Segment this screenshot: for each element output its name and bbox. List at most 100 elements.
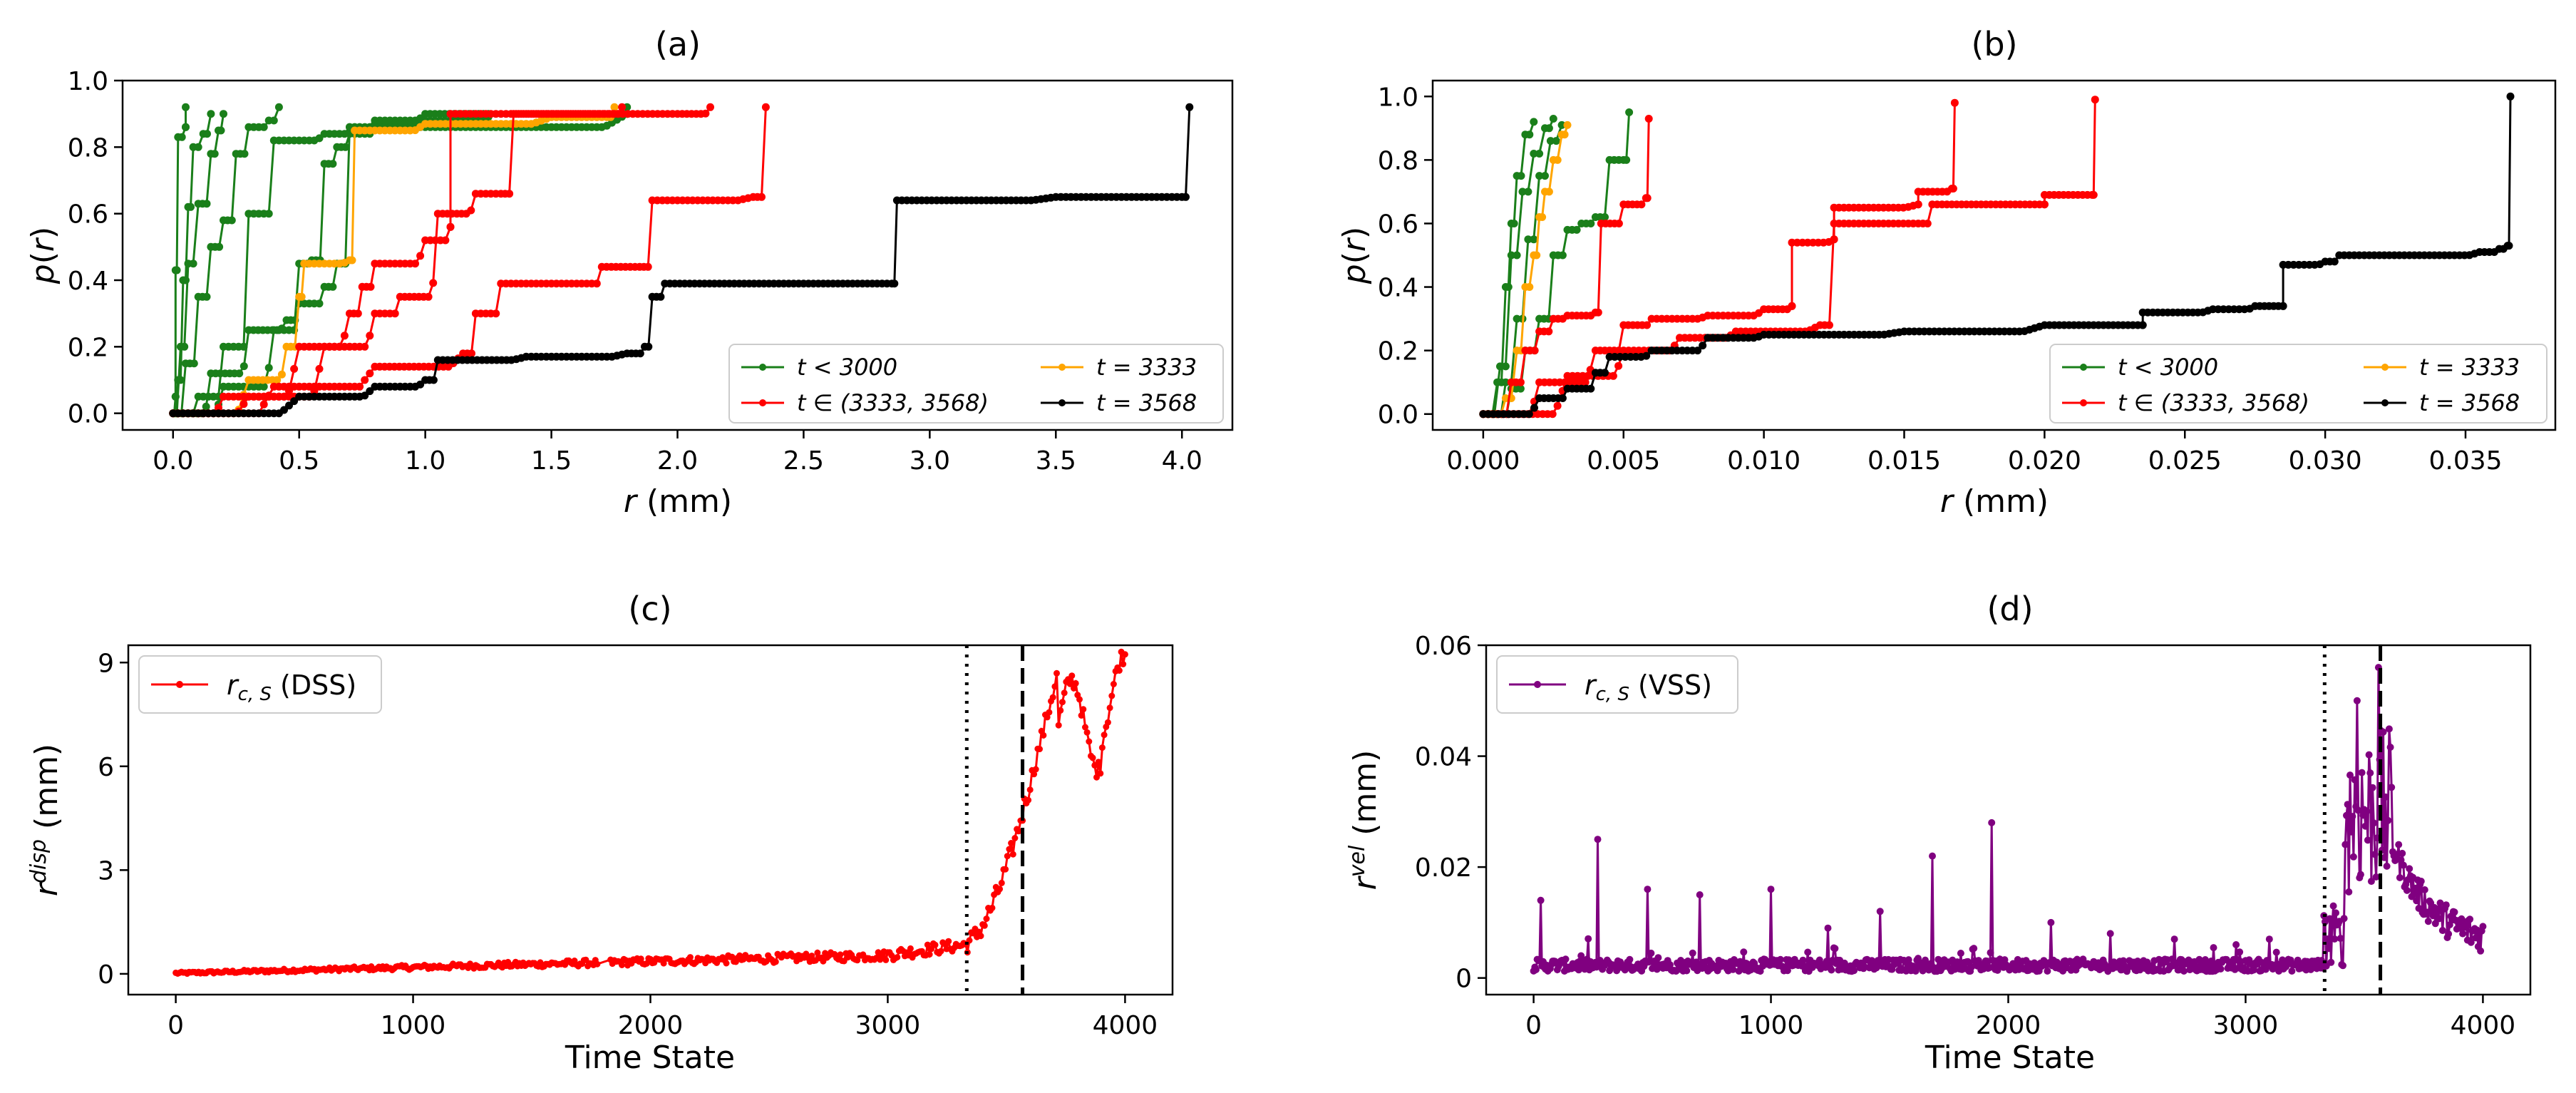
panel-a-legend-marker-0	[759, 364, 766, 371]
panel-d-series-0-point-771	[2445, 930, 2453, 938]
panel-a-series-10-point-65	[492, 309, 500, 318]
panel-b-series-3-point-26	[1601, 213, 1609, 221]
panel-d-series-0-point-81	[1626, 955, 1634, 963]
panel-b-xtick-label-1: 0.005	[1587, 446, 1660, 476]
panel-a-series-11-point-38	[361, 391, 369, 400]
panel-a-xlabel: r (mm)	[624, 483, 732, 520]
panel-b-series-3-point-17	[1558, 251, 1567, 260]
panel-d-legend-marker	[1534, 681, 1541, 688]
panel-b-series-6-point-63	[1788, 302, 1796, 310]
panel-d-series-0-point-743	[2411, 884, 2419, 892]
panel-a-series-2-point-5	[189, 260, 197, 268]
panel-d: (d) 0 1000 2000 3000 4000 0 0.02 0.04 0.06 Time …	[1345, 590, 2532, 1076]
panel-d-series-0-point-694	[2353, 697, 2361, 704]
panel-b-series-2-point-5	[1501, 378, 1510, 386]
panel-b-series-7-point-126	[2089, 190, 2098, 199]
panel-d-series-0-point-385	[1987, 949, 1994, 957]
panel-d-series-0-point-231	[1804, 948, 1812, 956]
panel-d-series-0-point-751	[2421, 886, 2428, 893]
panel-a-series-10-point-19	[264, 391, 273, 400]
panel-a-series-2-point-3	[180, 342, 189, 351]
panel-d-series-0-point-330	[1922, 956, 1929, 964]
panel-d-series-0-point-719	[2383, 862, 2391, 870]
panel-b-series-6-point-20	[1581, 378, 1590, 386]
panel-d-series-0-point-341	[1934, 955, 1942, 963]
panel-d-series-0-point-433	[2044, 968, 2051, 975]
panel-d-series-0-point-683	[2340, 915, 2348, 923]
panel-d-series-0-point-702	[2363, 807, 2371, 815]
panel-b-series-8-point-10	[1530, 404, 1538, 412]
panel-d-xtick-label-4: 4000	[2451, 1011, 2516, 1040]
panel-b-ytick-label-5: 1.0	[1378, 83, 1418, 112]
panel-b-series-5-point-8	[1516, 378, 1525, 386]
panel-c-series-0-point-491	[1116, 667, 1123, 674]
panel-d-series	[1530, 645, 2487, 995]
panel-d-series-0-point-105	[1654, 954, 1662, 962]
panel-c-series-0-point-462	[1061, 689, 1068, 697]
panel-b-xlabel-unit: (mm)	[1953, 483, 2049, 520]
panel-a-series-2-point-10	[210, 150, 219, 158]
panel-b-series-2-point-10	[1530, 235, 1538, 244]
panel-d-series-0-point-639	[2288, 968, 2296, 975]
panel-c-series-0-point-381	[907, 945, 914, 952]
panel-c-series-0-point-394	[932, 941, 939, 948]
panel-c-xtick-label-1: 1000	[381, 1011, 446, 1040]
panel-a-series-9-point-52	[429, 279, 438, 287]
panel-a-series-8-point-34	[340, 332, 349, 340]
panel-c-series-0-point-443	[1025, 796, 1032, 804]
panel-b-series-7-point-15	[1553, 401, 1562, 410]
panel-b-series-4-point-18	[1553, 155, 1562, 164]
panel-c-series-0-point-482	[1098, 744, 1106, 751]
panel-d-series-0-point-716	[2379, 728, 2387, 736]
panel-d-series-0-point-620	[2265, 935, 2273, 943]
panel-c-series-0-point-477	[1089, 754, 1096, 761]
panel-d-series-0-point-584	[2222, 955, 2230, 963]
panel-a-series-5-point-7	[202, 402, 210, 411]
panel-b-series-4-point-12	[1532, 251, 1541, 260]
panel-d-series-0-point-776	[2451, 908, 2458, 916]
panel-c-ylabel-unit: (mm)	[29, 744, 65, 839]
panel-c-legend-label: rc, S (DSS)	[227, 669, 356, 705]
panel-a-xtick-label-3: 1.5	[531, 446, 572, 476]
panel-c-series-0-point-222	[594, 960, 601, 968]
panel-a-series-7-point-38	[348, 256, 356, 265]
panel-d-series-0-point-730	[2396, 874, 2404, 881]
panel-b-series-8-point-133	[2138, 321, 2147, 329]
panel-b-series-0-point-6	[1504, 283, 1513, 291]
panel-d-series-0-point-764	[2436, 899, 2444, 907]
panel-c-series-0-point-310	[772, 958, 779, 965]
panel-b-ytick-label-3: 0.6	[1378, 210, 1418, 239]
panel-c-ylabel-base: r	[29, 881, 65, 896]
panel-d-series-0-point-687	[2345, 888, 2353, 896]
panel-d-series-0-point-336	[1929, 852, 1936, 860]
panel-d-series-0-point-754	[2424, 918, 2432, 925]
panel-b-series-1-point-5	[1507, 251, 1515, 260]
panel-a-xtick-label-8: 4.0	[1162, 446, 1202, 476]
panel-c-series-0-point-483	[1101, 732, 1108, 739]
panel-a-series-9-point-109	[706, 103, 714, 111]
panel-a-series-2-point-8	[202, 200, 211, 208]
panel-d-series-0-point-134	[1689, 949, 1696, 957]
panel-d-series-0-point-573	[2210, 944, 2217, 952]
panel-a-series-10-point-96	[644, 262, 652, 271]
panel-a-series-10-point-18	[259, 400, 268, 409]
panel-d-series-0-point-54	[1594, 836, 1602, 843]
panel-c-series-0-point-468	[1072, 679, 1079, 687]
panel-d-series-0-point-763	[2435, 915, 2443, 923]
panel-c-xtick-label-4: 4000	[1093, 1011, 1158, 1040]
panel-b-legend-item-3: t = 3568	[2364, 389, 2520, 416]
panel-d-series-0-point-208	[1776, 955, 1784, 963]
panel-c-series-0-point-434	[1008, 840, 1015, 846]
panel-a-series-9-point-44	[391, 309, 399, 318]
panel-d-series-0-point-360	[1957, 950, 1964, 957]
panel-a-series-11-point-206	[1182, 193, 1190, 201]
panel-a-ylabel-close: )	[25, 227, 61, 239]
panel-b-series-1-point-9	[1530, 150, 1538, 158]
panel-b-series-4-point-16	[1545, 188, 1553, 196]
panel-d-series-0-point-270	[1850, 967, 1858, 975]
panel-d-series-0-point-674	[2329, 902, 2337, 910]
panel-a-series-5-point-35	[329, 160, 337, 168]
panel-b-series-1-point-4	[1501, 362, 1510, 371]
panel-c-series-0-point-424	[989, 904, 996, 911]
